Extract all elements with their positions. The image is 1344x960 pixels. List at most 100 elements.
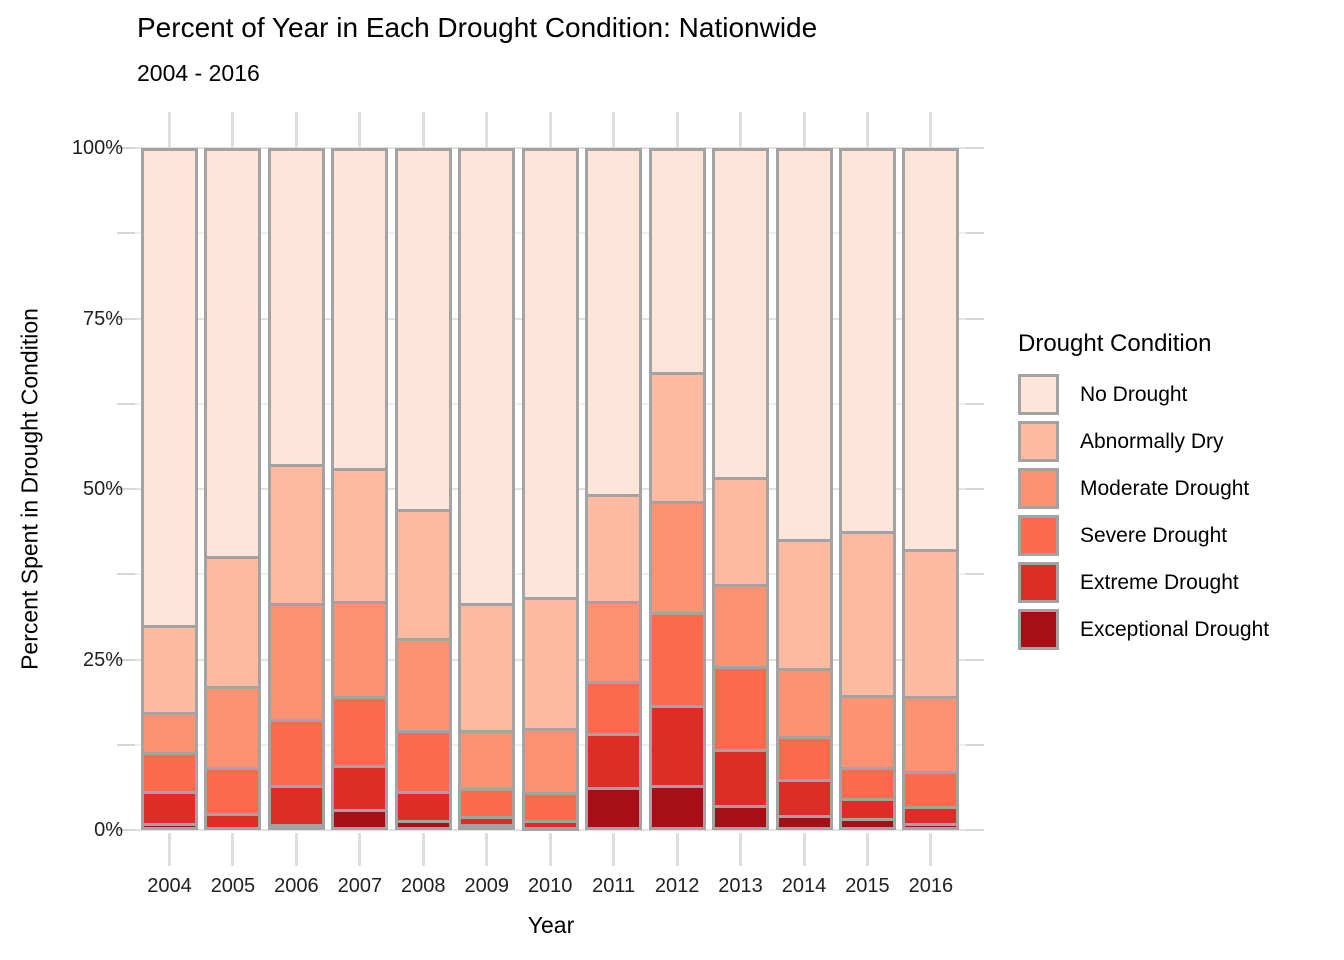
bar-segment-divider	[394, 790, 452, 794]
bar-segment-2011-exceptional-drought	[585, 788, 643, 830]
bar-segment-2015-abnormally-dry	[838, 532, 896, 697]
bar-border-right	[195, 148, 198, 830]
chart-subtitle: 2004 - 2016	[137, 60, 260, 86]
legend-items: No Drought Abnormally Dry Moderate Drought…	[1018, 374, 1269, 650]
bar-segment-2011-no-drought	[585, 148, 643, 496]
bar-2007	[331, 148, 389, 830]
x-axis-tick-bottom	[358, 833, 362, 866]
bar-border-left	[204, 148, 208, 830]
bar-border-right	[766, 148, 770, 830]
bar-segment-2015-severe-drought	[838, 768, 896, 800]
bar-segment-divider	[267, 719, 325, 723]
bar-segment-2009-severe-drought	[458, 789, 516, 818]
bar-segment-2015-extreme-drought	[838, 799, 896, 820]
bar-border-left	[585, 148, 589, 830]
bar-segment-divider	[267, 784, 325, 788]
bar-2011	[585, 148, 643, 830]
bar-segment-divider	[712, 477, 770, 481]
bar-segment-2007-severe-drought	[331, 697, 389, 767]
bar-segment-2011-abnormally-dry	[585, 495, 643, 603]
bar-2015	[838, 148, 896, 830]
y-axis-tick-right	[966, 658, 984, 661]
bar-segment-2009-no-drought	[458, 148, 516, 605]
x-axis-tick-bottom	[865, 833, 869, 866]
x-axis-tick-top	[548, 112, 552, 150]
bar-segment-2012-extreme-drought	[648, 706, 706, 787]
bar-segment-divider	[394, 819, 452, 823]
bar-border-top	[902, 148, 960, 151]
x-axis-tick-bottom	[739, 833, 743, 866]
x-axis-tick-bottom	[675, 833, 679, 866]
bar-segment-2010-abnormally-dry	[521, 598, 579, 730]
y-axis-tick-right	[966, 743, 984, 746]
bar-border-top	[394, 148, 452, 151]
y-axis-tick	[117, 317, 135, 320]
bar-segment-2012-abnormally-dry	[648, 373, 706, 503]
legend-item-label: Moderate Drought	[1080, 476, 1250, 500]
bar-segment-2016-no-drought	[902, 148, 960, 551]
x-axis-tick-top	[231, 112, 235, 150]
legend-swatch	[1018, 515, 1059, 556]
bar-border-top	[141, 148, 198, 151]
bar-border-bottom	[458, 827, 516, 830]
legend-swatch	[1018, 374, 1059, 415]
bar-segment-divider	[712, 749, 770, 753]
x-tick-label: 2009	[464, 875, 510, 897]
bar-segment-2008-moderate-drought	[394, 639, 452, 732]
y-axis-tick	[117, 743, 135, 746]
bar-border-bottom	[394, 827, 452, 830]
bar-segment-2013-abnormally-dry	[712, 478, 770, 586]
bar-segment-divider	[458, 730, 516, 734]
legend-item: Exceptional Drought	[1018, 609, 1269, 650]
bar-segment-divider	[585, 786, 643, 790]
bar-segment-divider	[838, 797, 896, 801]
bar-segment-divider	[141, 711, 198, 715]
bar-segment-2004-moderate-drought	[141, 713, 198, 754]
bar-segment-divider	[458, 816, 516, 820]
bar-segment-2015-moderate-drought	[838, 696, 896, 769]
bar-segment-divider	[775, 667, 833, 671]
bar-2010	[521, 148, 579, 831]
bar-segment-2013-exceptional-drought	[712, 806, 770, 830]
bar-segment-divider	[902, 823, 960, 827]
legend-item: Moderate Drought	[1018, 468, 1269, 509]
x-axis-tick-top	[294, 112, 298, 150]
legend-swatch	[1018, 421, 1059, 462]
bar-border-bottom	[648, 827, 706, 830]
bar-border-top	[775, 148, 833, 151]
bar-segment-divider	[648, 501, 706, 505]
bar-segment-2011-moderate-drought	[585, 602, 643, 683]
bar-border-right	[829, 148, 833, 830]
bar-border-top	[712, 148, 770, 151]
x-axis-tick-bottom	[231, 833, 235, 866]
bar-segment-2012-moderate-drought	[648, 502, 706, 614]
legend-item-label: No Drought	[1080, 382, 1188, 406]
bar-border-top	[585, 148, 643, 151]
legend-item: Abnormally Dry	[1018, 421, 1269, 462]
bar-segment-2015-no-drought	[838, 148, 896, 533]
x-axis-tick-bottom	[294, 833, 298, 866]
bar-border-bottom	[712, 827, 770, 830]
bar-segment-2009-moderate-drought	[458, 731, 516, 790]
bar-segment-2004-severe-drought	[141, 753, 198, 793]
bar-segment-2013-no-drought	[712, 148, 770, 479]
bar-border-bottom	[331, 827, 389, 830]
bar-segment-divider	[585, 493, 643, 497]
bar-segment-2006-moderate-drought	[267, 604, 325, 721]
bar-2008	[394, 148, 452, 830]
bar-segment-divider	[838, 531, 896, 535]
bar-segment-2013-extreme-drought	[712, 750, 770, 807]
bar-segment-divider	[585, 600, 643, 604]
bar-segment-divider	[775, 779, 833, 783]
bar-segment-divider	[267, 603, 325, 607]
bar-segment-2006-extreme-drought	[267, 786, 325, 826]
y-axis-tick	[117, 402, 135, 405]
bar-segment-divider	[838, 694, 896, 698]
bar-2013	[712, 148, 770, 830]
y-axis-tick	[117, 573, 135, 576]
bar-segment-divider	[141, 823, 198, 827]
bar-border-right	[512, 148, 516, 830]
bar-segment-divider	[712, 584, 770, 588]
bar-segment-divider	[585, 733, 643, 737]
x-axis-tick-top	[675, 112, 679, 150]
